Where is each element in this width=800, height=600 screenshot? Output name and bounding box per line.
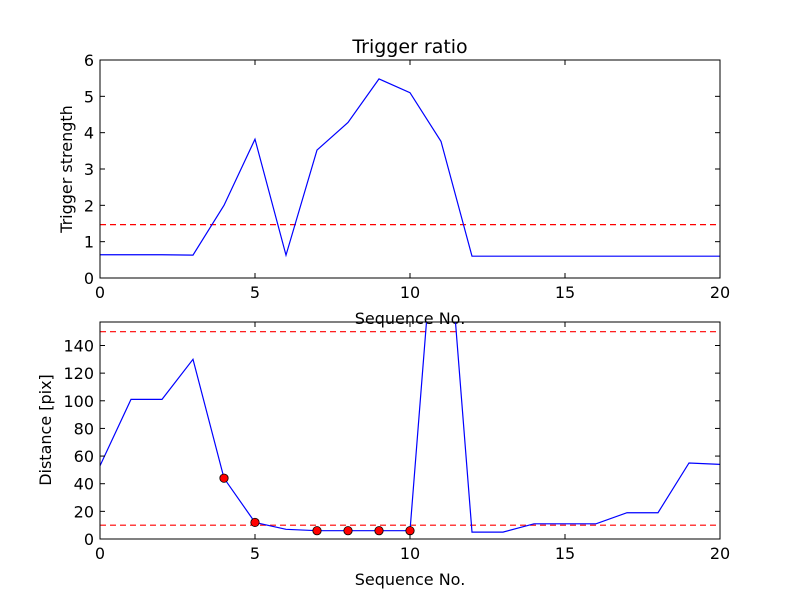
distance-panel: Distance [pix] Sequence No. 0 5 10 15 20 0 20 4…	[36, 321, 730, 589]
y-tick-label: 5	[84, 87, 94, 106]
x-tick-label: 5	[250, 544, 260, 563]
x-tick-label: 20	[710, 283, 730, 302]
data-point-marker	[250, 517, 260, 528]
y-tick-label: 2	[84, 196, 94, 215]
y-tick-label: 0	[84, 530, 94, 549]
x-tick-label: 20	[710, 544, 730, 563]
trigger-strength-axis-label: Trigger strength	[57, 105, 76, 234]
y-tick-label: 4	[84, 124, 94, 143]
series-line	[100, 322, 720, 533]
trigger-ratio-panel: Trigger ratio Trigger strength Sequence …	[57, 36, 730, 328]
x-tick-label: 5	[250, 283, 260, 302]
y-tick-label: 0	[84, 269, 94, 288]
y-tick-label: 100	[63, 392, 94, 411]
y-tick-label: 3	[84, 160, 94, 179]
data-point-marker	[312, 526, 322, 536]
data-point-marker	[405, 526, 415, 536]
y-tick-label: 60	[74, 447, 94, 466]
distance-plot-area: 0 5 10 15 20 0 20 40 60 80 100 120 140	[63, 321, 730, 563]
y-tick-label: 20	[74, 502, 94, 521]
x-tick-label: 0	[95, 544, 105, 563]
y-tick-label: 6	[84, 51, 94, 70]
x-tick-label: 15	[555, 283, 575, 302]
x-tick-label: 10	[400, 283, 420, 302]
trigger-ratio-plot-area: 0 5 10 15 20 0 1 2 3 4 5 6	[84, 51, 730, 302]
top-x-axis-label: Sequence No.	[355, 309, 466, 328]
bottom-x-axis-label: Sequence No.	[355, 570, 466, 589]
y-tick-label: 140	[63, 336, 94, 355]
y-tick-label: 80	[74, 419, 94, 438]
series-line	[100, 78, 720, 258]
trigger-ratio-title: Trigger ratio	[351, 36, 467, 58]
data-point-marker	[343, 526, 353, 536]
data-point-marker	[219, 473, 229, 483]
x-tick-label: 10	[400, 544, 420, 563]
y-tick-label: 120	[63, 364, 94, 383]
distance-axis-label: Distance [pix]	[36, 374, 55, 486]
plot-frame	[99, 321, 721, 540]
y-tick-label: 40	[74, 475, 94, 494]
y-tick-label: 1	[84, 233, 94, 252]
data-point-marker	[374, 526, 384, 536]
x-tick-label: 15	[555, 544, 575, 563]
x-tick-label: 0	[95, 283, 105, 302]
